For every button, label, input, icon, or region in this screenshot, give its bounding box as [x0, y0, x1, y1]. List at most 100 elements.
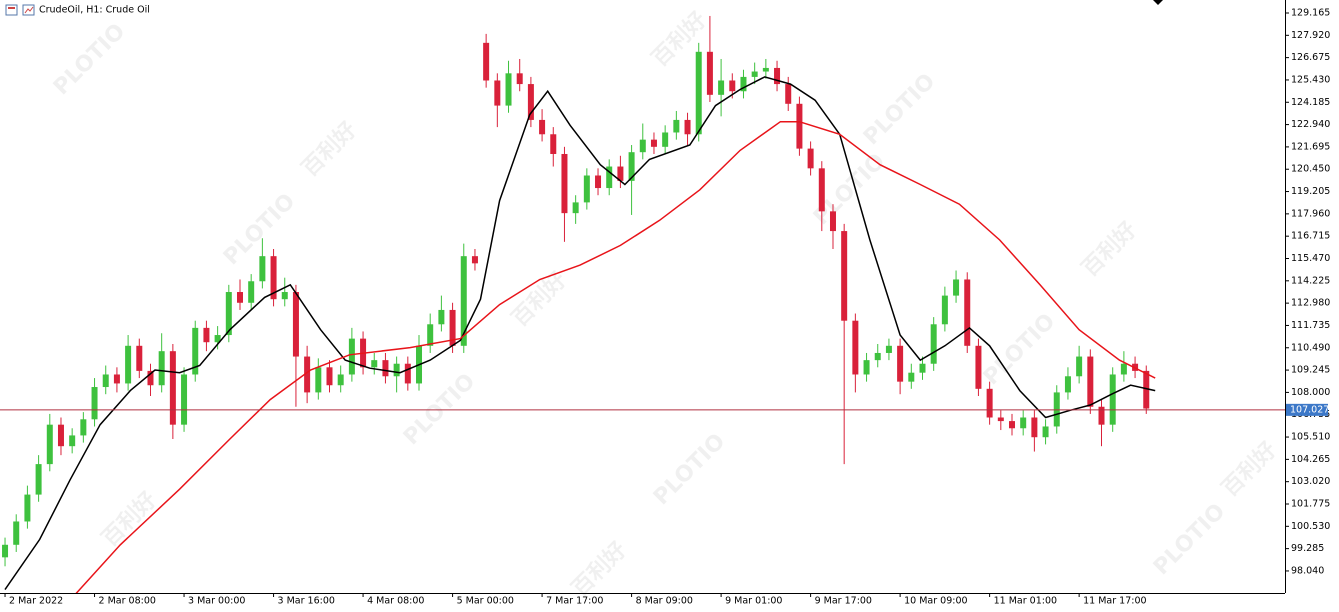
- candle-body: [807, 148, 814, 169]
- candle-body: [818, 168, 825, 212]
- candle-body: [1009, 421, 1016, 429]
- candle-body: [606, 166, 613, 189]
- chart-title: CrudeOil, H1: Crude Oil: [39, 5, 150, 16]
- candle-body: [1076, 356, 1083, 377]
- candle-body: [930, 324, 937, 364]
- candle-body: [550, 134, 557, 154]
- candle-body: [863, 360, 870, 375]
- candle-body: [639, 139, 646, 153]
- y-tick-label: 120.450: [1291, 164, 1330, 175]
- candle-body: [919, 363, 926, 373]
- candle-body: [1120, 363, 1127, 375]
- candle-body: [169, 351, 176, 425]
- y-tick-label: 122.940: [1291, 119, 1330, 130]
- candle-body: [986, 388, 993, 418]
- candle-body: [1098, 406, 1105, 425]
- candle-body: [561, 153, 568, 214]
- candle-body: [1042, 426, 1049, 438]
- x-tick-label: 11 Mar 17:00: [1083, 596, 1146, 607]
- x-tick-label: 11 Mar 01:00: [994, 596, 1057, 607]
- x-tick-label: 7 Mar 17:00: [546, 596, 603, 607]
- plot-area: [2, 15, 1156, 593]
- candle-body: [1087, 356, 1094, 407]
- candle-body: [785, 84, 792, 104]
- y-tick-label: 108.000: [1291, 387, 1330, 398]
- candle-body: [404, 363, 411, 384]
- candle-body: [774, 67, 781, 85]
- candle-body: [192, 327, 199, 375]
- candle-body: [471, 256, 478, 264]
- candle-body: [964, 279, 971, 346]
- candle-body: [796, 103, 803, 149]
- candle-body: [2, 544, 9, 558]
- marker: [1153, 0, 1163, 5]
- x-tick-label: 5 Mar 00:00: [457, 596, 514, 607]
- candle-body: [494, 80, 501, 106]
- candle-body: [326, 367, 333, 386]
- candle-body: [695, 51, 702, 135]
- x-tick-label: 2 Mar 08:00: [99, 596, 156, 607]
- candle-body: [102, 374, 109, 388]
- y-tick-label: 103.020: [1291, 476, 1330, 487]
- candle-body: [852, 320, 859, 375]
- y-tick-label: 100.530: [1291, 521, 1330, 532]
- y-tick-label: 112.980: [1291, 298, 1330, 309]
- candle-body: [69, 435, 76, 447]
- candle-body: [740, 76, 747, 92]
- candle-body: [997, 417, 1004, 422]
- candle-body: [1020, 417, 1027, 429]
- candle-body: [281, 292, 288, 300]
- y-tick-label: 109.245: [1291, 365, 1330, 376]
- candle-body: [91, 387, 98, 420]
- x-tick-label: 3 Mar 00:00: [188, 596, 245, 607]
- x-tick-label: 8 Mar 09:00: [636, 596, 693, 607]
- candle-body: [595, 175, 602, 189]
- y-tick-label: 125.430: [1291, 74, 1330, 85]
- candle-body: [829, 211, 836, 232]
- candle-body: [181, 374, 188, 425]
- candle-body: [762, 67, 769, 72]
- candle-body: [1109, 374, 1116, 425]
- x-tick-label: 10 Mar 09:00: [904, 596, 967, 607]
- y-tick-label: 126.675: [1291, 52, 1330, 63]
- candle-body: [136, 345, 143, 371]
- candle-body: [125, 345, 132, 384]
- candle-body: [1143, 370, 1150, 409]
- candle-body: [628, 152, 635, 181]
- candle-body: [371, 360, 378, 368]
- candle-body: [650, 139, 657, 147]
- ma-line: [4, 76, 1156, 591]
- candle-body: [941, 295, 948, 325]
- x-tick-label: 2 Mar 2022: [9, 596, 63, 607]
- candle-body: [897, 345, 904, 382]
- candle-body: [706, 51, 713, 95]
- y-tick-label: 121.695: [1291, 141, 1330, 152]
- candle-body: [718, 80, 725, 95]
- candle-body: [158, 351, 165, 386]
- icon: [5, 4, 18, 16]
- candle-body: [483, 42, 490, 81]
- candle-body: [57, 424, 64, 447]
- candle-body: [908, 372, 915, 382]
- candle-body: [35, 464, 42, 495]
- candle-body: [393, 363, 400, 377]
- candle-body: [225, 292, 232, 336]
- candle-body: [885, 345, 892, 353]
- candle-body: [315, 367, 322, 393]
- candle-body: [214, 335, 221, 343]
- candle-body: [348, 338, 355, 375]
- price-label: 107.027: [1290, 404, 1329, 415]
- icon: [24, 6, 34, 14]
- y-tick-label: 127.920: [1291, 30, 1330, 41]
- x-tick-label: 9 Mar 01:00: [725, 596, 782, 607]
- candle-body: [13, 521, 20, 545]
- candle-body: [449, 309, 456, 346]
- candle-body: [662, 132, 669, 147]
- y-tick-label: 115.470: [1291, 253, 1330, 264]
- candle-body: [46, 424, 53, 465]
- y-tick-label: 117.960: [1291, 208, 1330, 219]
- candle-body: [953, 279, 960, 296]
- y-tick-label: 124.185: [1291, 97, 1330, 108]
- y-tick-label: 116.715: [1291, 231, 1330, 242]
